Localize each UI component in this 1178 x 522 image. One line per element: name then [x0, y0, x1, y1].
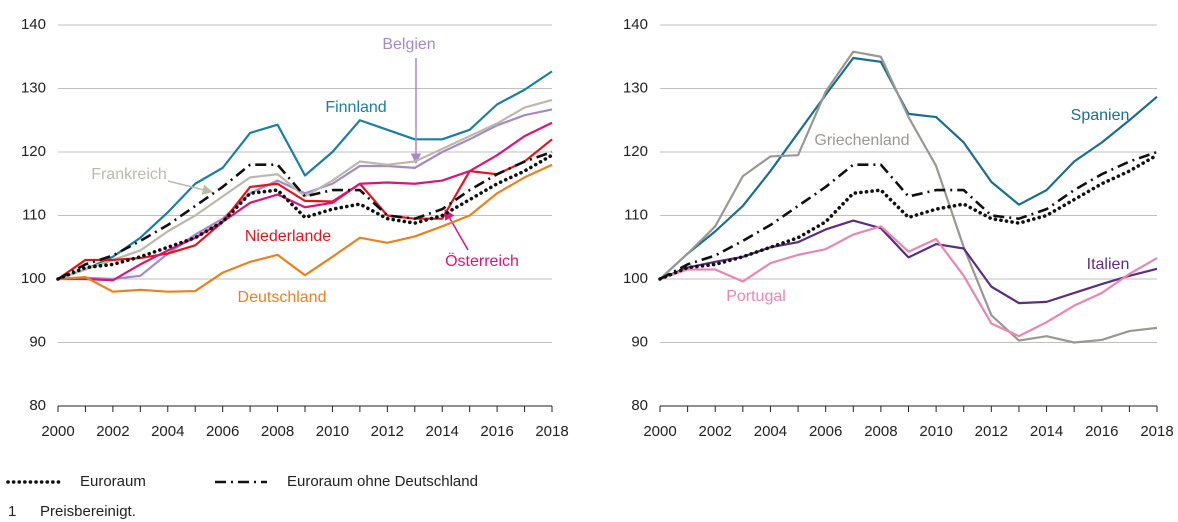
y-tick-label: 80: [631, 397, 648, 414]
series-line: [57, 150, 553, 281]
series-line: [56, 153, 554, 281]
x-tick-label: 2016: [1085, 423, 1118, 440]
series-label: Griechenland: [814, 132, 909, 149]
series-label: Italien: [1087, 256, 1130, 273]
series-label: Finnland: [325, 99, 386, 116]
label-arrow: [444, 209, 469, 251]
series-label: Spanien: [1071, 107, 1130, 124]
series-line: [58, 121, 553, 282]
x-tick-label: 2018: [535, 423, 568, 440]
y-tick-label: 110: [22, 206, 46, 223]
y-tick-label: 90: [29, 333, 46, 350]
label-arrow: [167, 180, 214, 195]
series-label: Österreich: [445, 252, 519, 270]
series-line: [57, 70, 553, 281]
x-tick-label: 2004: [151, 423, 184, 440]
series-label: Frankreich: [91, 166, 167, 183]
legend-label: Euroraum ohne Deutschland: [287, 473, 478, 490]
x-tick-label: 2008: [261, 423, 294, 440]
series-line: [659, 219, 1158, 305]
x-tick-label: 2002: [96, 423, 129, 440]
y-tick-label: 90: [631, 333, 648, 350]
y-tick-label: 140: [21, 16, 46, 33]
y-tick-label: 100: [21, 270, 46, 287]
x-tick-label: 2014: [1030, 423, 1063, 440]
x-tick-label: 2014: [426, 423, 459, 440]
series-line: [658, 153, 1159, 281]
footnote-marker: 1: [8, 503, 16, 520]
x-tick-label: 2016: [480, 423, 513, 440]
series-line: [57, 108, 553, 281]
series-line: [659, 50, 1158, 344]
y-tick-label: 100: [623, 270, 648, 287]
footnote-text: Preisbereinigt.: [40, 503, 136, 520]
y-tick-label: 120: [623, 143, 648, 160]
y-tick-label: 140: [623, 16, 648, 33]
y-tick-label: 130: [21, 79, 46, 96]
series-line: [57, 163, 553, 293]
x-tick-label: 2006: [206, 423, 239, 440]
y-tick-label: 80: [29, 397, 46, 414]
series-label: Portugal: [726, 288, 786, 305]
x-tick-label: 2006: [809, 423, 842, 440]
series-line: [659, 56, 1158, 280]
series-label: Belgien: [382, 36, 435, 53]
x-tick-label: 2012: [975, 423, 1008, 440]
x-tick-label: 2012: [371, 423, 404, 440]
y-tick-label: 120: [21, 143, 46, 160]
series-line: [57, 98, 553, 281]
series-label: Deutschland: [238, 289, 327, 306]
x-tick-label: 2008: [864, 423, 897, 440]
y-tick-label: 110: [624, 206, 648, 223]
x-tick-label: 2010: [919, 423, 952, 440]
x-tick-label: 2018: [1140, 423, 1173, 440]
series-label: Niederlande: [245, 228, 331, 245]
legend-label: Euroraum: [80, 473, 146, 490]
x-tick-label: 2002: [699, 423, 732, 440]
x-tick-label: 2000: [643, 423, 676, 440]
x-tick-label: 2000: [41, 423, 74, 440]
series-line: [659, 225, 1158, 338]
y-tick-label: 130: [623, 79, 648, 96]
x-tick-label: 2010: [316, 423, 349, 440]
x-tick-label: 2004: [754, 423, 787, 440]
